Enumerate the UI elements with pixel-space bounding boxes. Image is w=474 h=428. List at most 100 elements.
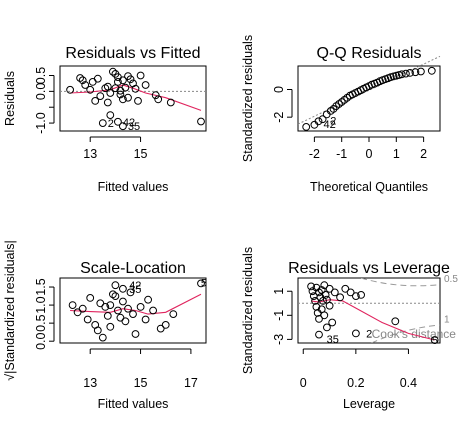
data-point <box>96 92 105 100</box>
data-point <box>323 323 331 332</box>
x-axis-label: Fitted values <box>98 397 169 411</box>
data-point <box>346 288 355 297</box>
data-point <box>166 98 175 107</box>
data-point <box>357 291 366 299</box>
chart-title: Scale-Location <box>80 260 186 277</box>
data-point <box>114 117 122 126</box>
cooks-contour-upper <box>360 278 440 287</box>
data-point <box>124 93 132 102</box>
cooks-distance-label: Cook's distance <box>372 327 457 341</box>
plot-frame <box>297 65 441 132</box>
data-point <box>151 91 160 100</box>
data-point <box>98 333 107 342</box>
data-point <box>156 324 165 333</box>
point-label: 35 <box>129 284 141 296</box>
point-label: 42 <box>129 280 141 292</box>
x-tick-label: 2 <box>420 147 427 161</box>
point-label: 42 <box>323 119 335 131</box>
x-tick-label: 15 <box>134 147 148 161</box>
x-axis-label: Leverage <box>343 397 395 411</box>
data-point <box>136 303 145 311</box>
data-point <box>126 288 135 297</box>
data-point <box>124 304 132 313</box>
y-tick-label: 1.0 <box>34 296 48 313</box>
data-point <box>197 117 205 126</box>
data-point <box>314 117 323 126</box>
data-point <box>86 294 95 302</box>
data-point <box>101 303 110 311</box>
data-point <box>397 70 406 79</box>
data-point <box>325 301 334 310</box>
cooks-level-label: 0.5 <box>444 274 458 285</box>
data-point <box>343 93 352 102</box>
data-point <box>98 119 107 127</box>
data-point <box>91 97 100 105</box>
data-point <box>312 283 321 292</box>
data-point <box>302 123 311 131</box>
data-point <box>119 284 127 293</box>
data-point <box>106 301 115 310</box>
x-tick-label: 13 <box>83 376 97 390</box>
data-point <box>121 83 130 92</box>
x-tick-label: 0 <box>366 147 373 161</box>
chart-title: Residuals vs Fitted <box>65 45 200 62</box>
data-point <box>136 71 145 80</box>
data-point <box>144 295 153 304</box>
chart-panel-2: Q-Q Residuals -2 -1 0 1 2 -2 0 Theoretical Quant… <box>241 35 441 194</box>
data-point <box>114 306 122 315</box>
y-tick-label: 0 <box>272 86 286 93</box>
data-point <box>320 311 329 320</box>
data-point <box>88 78 97 86</box>
data-point <box>131 84 140 93</box>
data-point <box>336 293 345 302</box>
data-point <box>317 286 326 294</box>
chart-title: Q-Q Residuals <box>317 45 422 62</box>
data-point <box>111 281 120 290</box>
data-point <box>318 115 327 124</box>
plot-frame <box>59 65 207 132</box>
data-point <box>106 89 115 97</box>
x-tick-label: 0 <box>300 376 307 390</box>
x-tick-label: 0.2 <box>347 376 364 390</box>
data-point <box>328 318 337 327</box>
y-axis-label: √|Standardized residuals| <box>3 240 17 381</box>
cooks-level-label: 1 <box>444 315 450 326</box>
data-point <box>134 97 142 105</box>
y-axis-label: Standardized residuals <box>241 247 255 374</box>
data-point <box>93 326 102 335</box>
data-point <box>307 282 316 291</box>
point-label: 5 <box>201 278 207 290</box>
data-point <box>321 291 330 299</box>
data-point <box>103 312 112 320</box>
data-point <box>116 313 125 322</box>
x-tick-label: 13 <box>83 147 97 161</box>
data-point <box>81 81 90 89</box>
y-axis-label: Standardized residuals <box>241 35 255 162</box>
data-point <box>141 315 150 324</box>
data-point <box>311 297 320 305</box>
x-tick-label: 17 <box>184 376 198 390</box>
data-point <box>312 303 321 311</box>
y-tick-label: -2 <box>272 112 286 123</box>
data-point <box>352 292 360 301</box>
data-point <box>96 299 105 308</box>
x-axis-label: Theoretical Quantiles <box>310 180 428 194</box>
data-point <box>411 68 420 77</box>
chart-panel-1: Residuals vs Fitted 13 15 -1.0 0.00.5 Fitted … <box>3 45 207 194</box>
y-tick-label: 1 <box>272 288 286 295</box>
data-point <box>111 84 120 93</box>
data-point <box>315 315 323 323</box>
y-tick-label: 0.0 <box>34 83 48 100</box>
data-point <box>103 98 112 107</box>
data-point <box>129 310 137 319</box>
data-point <box>402 69 410 78</box>
data-point <box>83 315 92 324</box>
data-point <box>427 66 436 75</box>
data-point <box>329 105 338 113</box>
data-point <box>68 301 77 310</box>
data-point <box>119 122 127 131</box>
chart-panel-4: Residuals vs Leverage 0 0.2 0.4 -3 -1 1 Leverag… <box>241 247 458 411</box>
plot-frame <box>297 277 441 344</box>
data-point <box>111 292 120 301</box>
point-label: 42 <box>123 117 135 129</box>
